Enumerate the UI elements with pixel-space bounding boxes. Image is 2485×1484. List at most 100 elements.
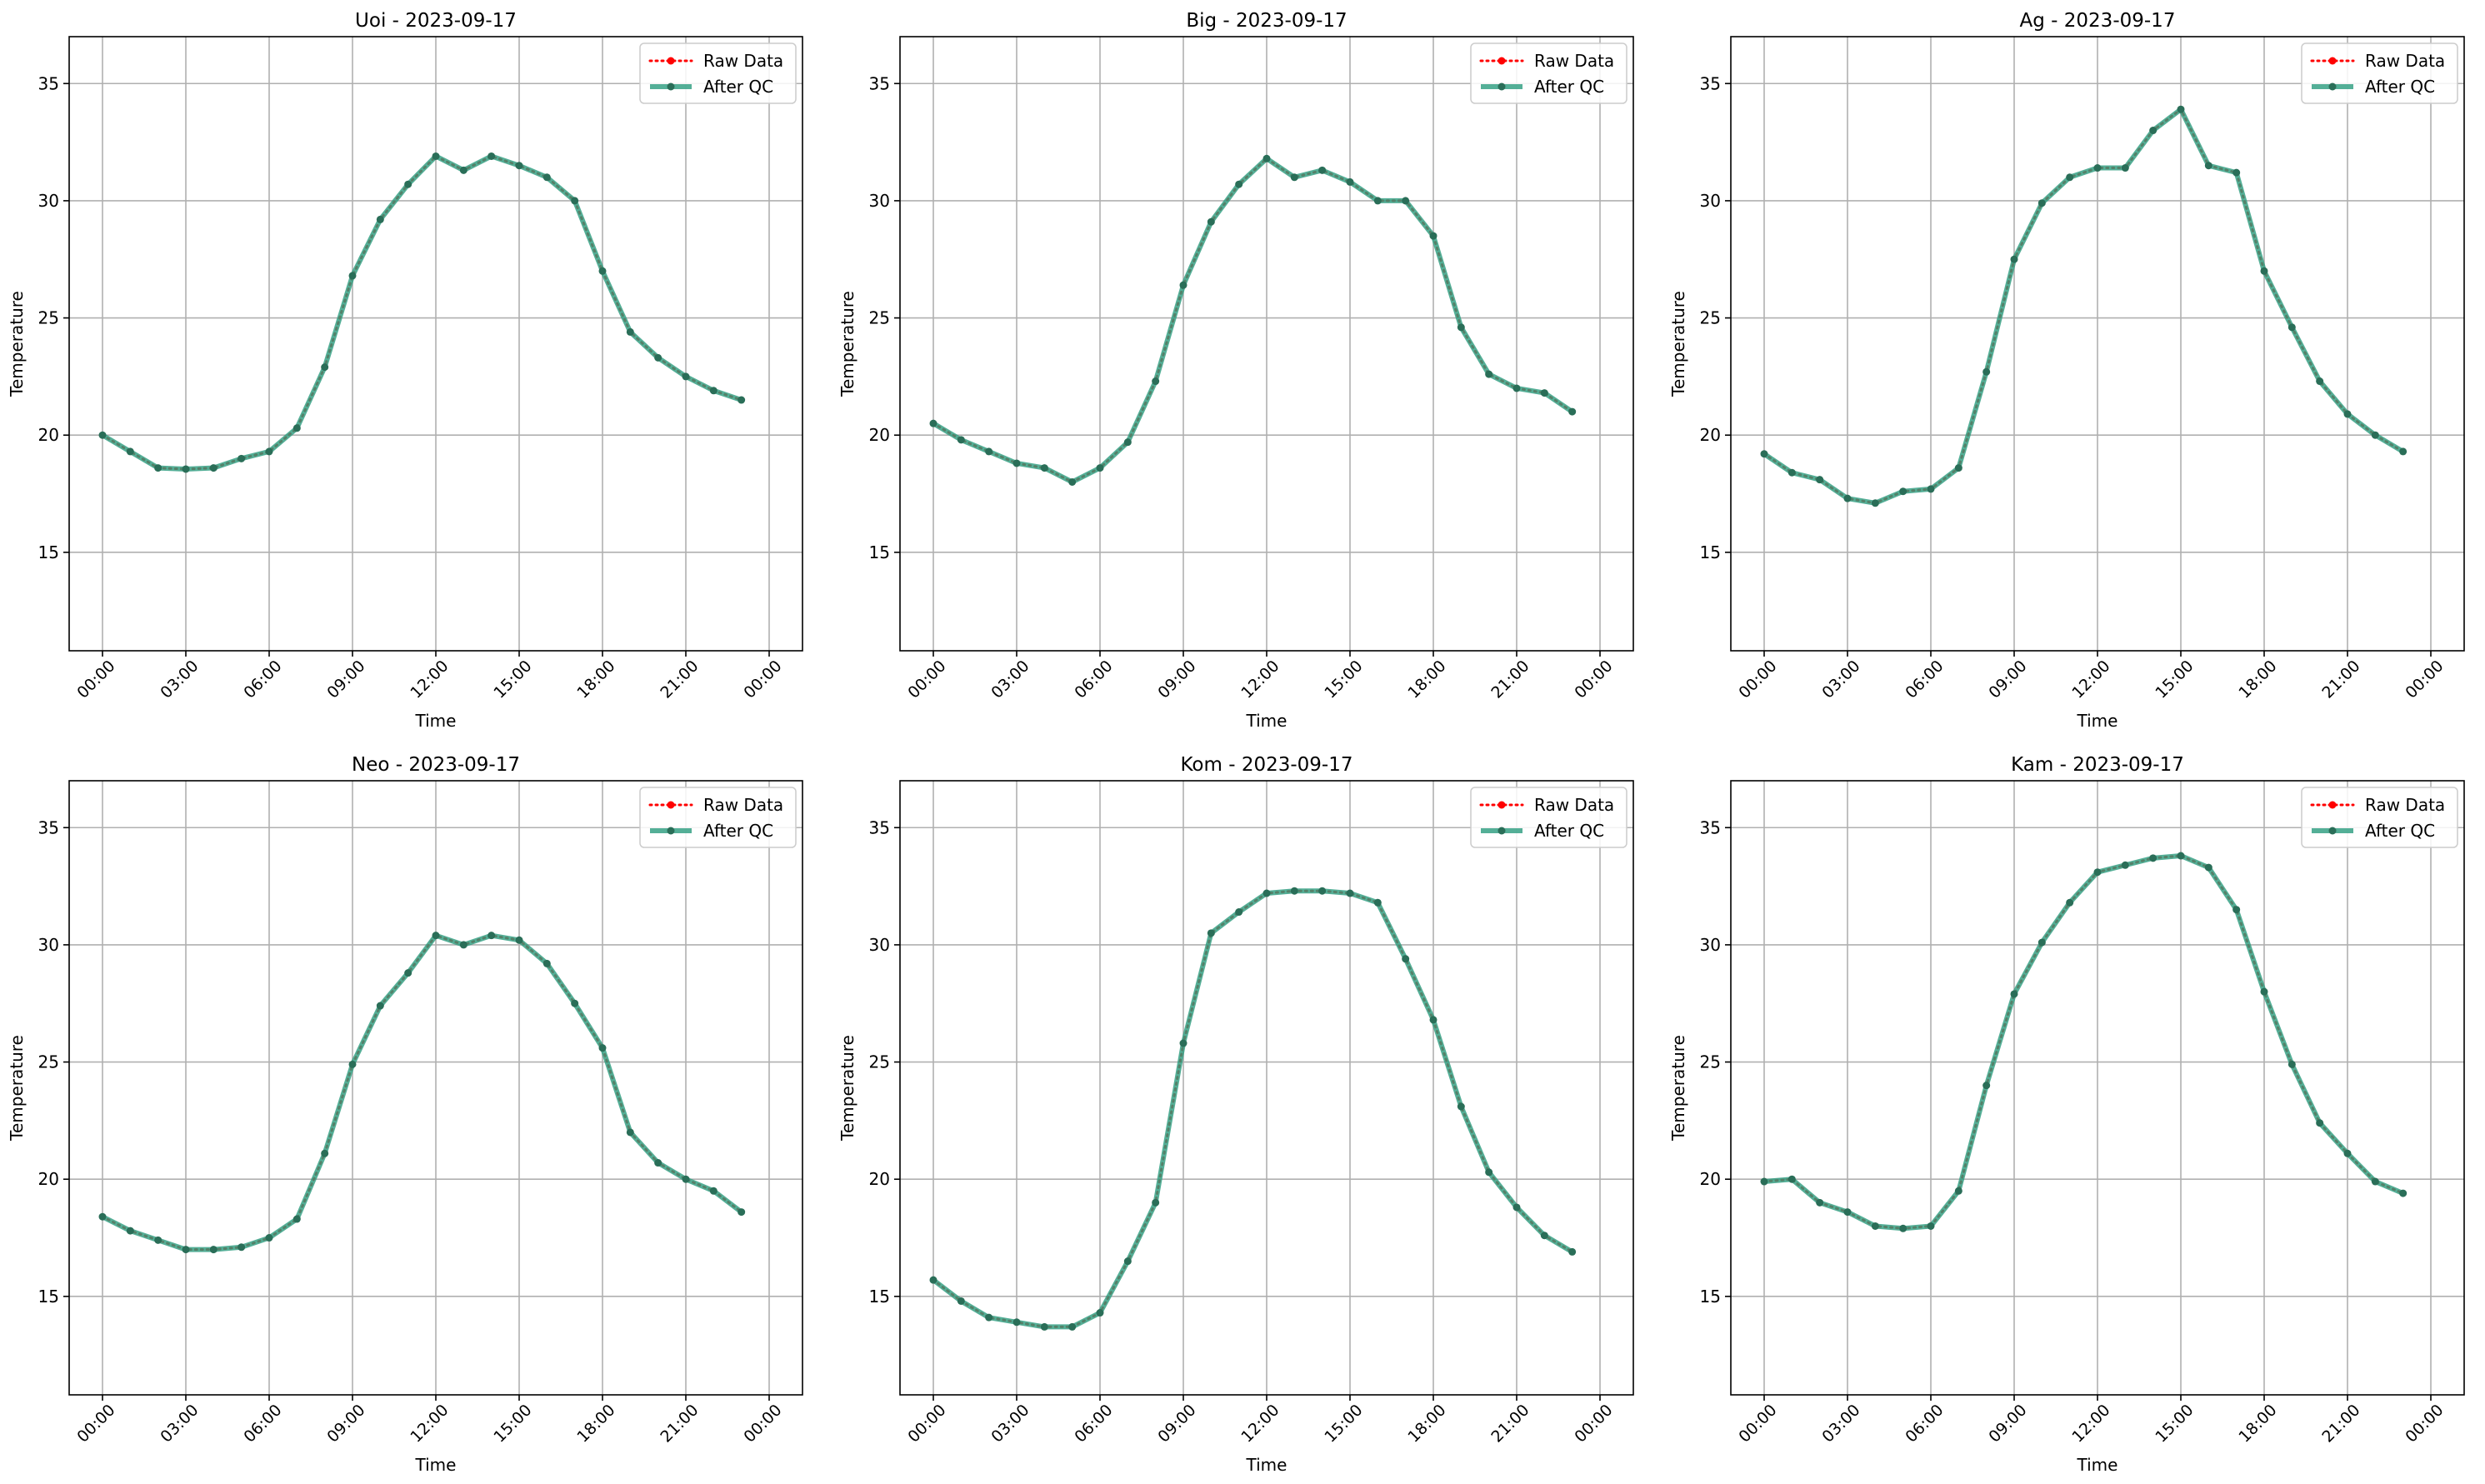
after-qc-point (1402, 955, 1410, 963)
after-qc-point (1068, 1322, 1077, 1331)
after-qc-point (1373, 197, 1382, 205)
x-tick-label: 18:00 (2235, 1401, 2280, 1446)
raw-data-line (1762, 107, 2405, 505)
legend: Raw Data After QC (1470, 787, 1628, 848)
grid (1731, 37, 2464, 651)
after-qc-point (2177, 852, 2185, 860)
x-tick-label: 03:00 (988, 657, 1032, 702)
raw-data-line (1762, 854, 2405, 1230)
x-tick-label: 06:00 (240, 1401, 285, 1446)
grid (69, 37, 802, 651)
x-axis-label: Time (1246, 711, 1288, 731)
y-axis-label: Temperature (7, 1035, 27, 1142)
after-qc-point (488, 152, 496, 160)
after-qc-point (1152, 377, 1160, 386)
y-tick-label: 30 (869, 935, 890, 955)
after-qc-point (2149, 127, 2158, 135)
after-qc-point (265, 1234, 273, 1242)
after-qc-point (1982, 367, 1991, 376)
x-axis-label: Time (2077, 711, 2118, 731)
legend-qc-label: After QC (1534, 821, 1604, 841)
legend-qc-marker (667, 827, 675, 835)
x-tick-label: 18:00 (2235, 657, 2280, 702)
after-qc-point (1485, 370, 1493, 378)
y-tick-label: 15 (869, 1287, 890, 1307)
after-qc-point (459, 941, 468, 949)
after-qc-point (2121, 164, 2129, 172)
y-tick-label: 35 (38, 73, 59, 93)
after-qc-point (1457, 1102, 1465, 1111)
legend-qc-marker (2328, 827, 2337, 835)
y-tick-label: 20 (38, 425, 59, 445)
after-qc-point (238, 454, 246, 462)
after-qc-point (709, 387, 718, 395)
after-qc-point (1457, 323, 1465, 332)
after-qc-point (1927, 485, 1935, 493)
x-tick-label: 00:00 (1571, 657, 1616, 702)
after-qc-point (376, 215, 384, 223)
after-qc-point (957, 1297, 965, 1305)
raw-data-line (101, 933, 743, 1252)
after-qc-point (209, 464, 218, 472)
after-qc-point (1429, 232, 1438, 240)
after-qc-point (542, 173, 551, 182)
y-tick-label: 25 (38, 308, 59, 328)
after-qc-point (2399, 1189, 2408, 1197)
x-tick-label: 03:00 (988, 1401, 1032, 1446)
x-tick-label: 00:00 (740, 657, 785, 702)
x-tick-label: 00:00 (2402, 1401, 2447, 1446)
after-qc-point (154, 464, 162, 472)
legend-raw-marker (667, 57, 675, 65)
legend-raw-marker (2328, 801, 2337, 809)
y-tick-label: 15 (38, 1287, 59, 1307)
after-qc-point (1290, 173, 1298, 182)
after-qc-point (957, 436, 965, 444)
y-tick-label: 25 (1700, 1052, 1721, 1072)
after-qc-point (1843, 494, 1852, 502)
legend: Raw Data After QC (1470, 42, 1628, 104)
y-tick-label: 15 (869, 542, 890, 562)
legend-raw-marker (667, 801, 675, 809)
legend-raw-label: Raw Data (1534, 795, 1614, 815)
x-tick-label: 15:00 (490, 1401, 535, 1446)
legend: Raw Data After QC (639, 42, 797, 104)
x-tick-label: 00:00 (2402, 657, 2447, 702)
after-qc-point (515, 936, 523, 944)
y-axis-label: Temperature (7, 291, 27, 397)
y-tick-label: 25 (1700, 308, 1721, 328)
after-qc-line (931, 156, 1575, 485)
after-qc-point (238, 1243, 246, 1252)
x-tick-label: 06:00 (1071, 657, 1116, 702)
after-qc-point (2343, 1149, 2352, 1157)
after-qc-point (571, 197, 579, 205)
legend-raw-label: Raw Data (703, 795, 783, 815)
after-qc-point (682, 372, 690, 381)
x-tick-label: 06:00 (1071, 1401, 1116, 1446)
subplot-2: 00:00 03:00 06:00 09:00 12:00 15:00 18:00 21:00… (1668, 10, 2465, 731)
after-qc-point (1012, 459, 1021, 467)
legend-qc-label: After QC (2365, 821, 2435, 841)
y-tick-label: 30 (869, 191, 890, 211)
after-qc-point (2288, 323, 2296, 332)
x-tick-label: 00:00 (904, 657, 949, 702)
after-qc-point (598, 1044, 607, 1052)
subplot-1: 00:00 03:00 06:00 09:00 12:00 15:00 18:00 21:00… (838, 10, 1634, 731)
chart-title: Big - 2023-09-17 (1186, 10, 1347, 32)
x-tick-label: 06:00 (240, 657, 285, 702)
raw-data-line (932, 157, 1574, 484)
after-qc-point (321, 1149, 329, 1157)
after-qc-point (376, 1002, 384, 1010)
x-tick-label: 12:00 (1238, 657, 1282, 702)
after-qc-point (432, 152, 440, 160)
after-qc-point (348, 272, 357, 280)
after-qc-point (1207, 217, 1215, 226)
after-qc-point (1927, 1222, 1935, 1230)
y-axis-label: Temperature (838, 291, 858, 397)
after-qc-line (1762, 107, 2406, 506)
after-qc-point (1040, 1322, 1048, 1331)
after-qc-point (1068, 477, 1077, 486)
after-qc-point (2093, 164, 2102, 172)
x-tick-label: 15:00 (1321, 657, 1366, 702)
legend-raw-marker (1498, 801, 1506, 809)
